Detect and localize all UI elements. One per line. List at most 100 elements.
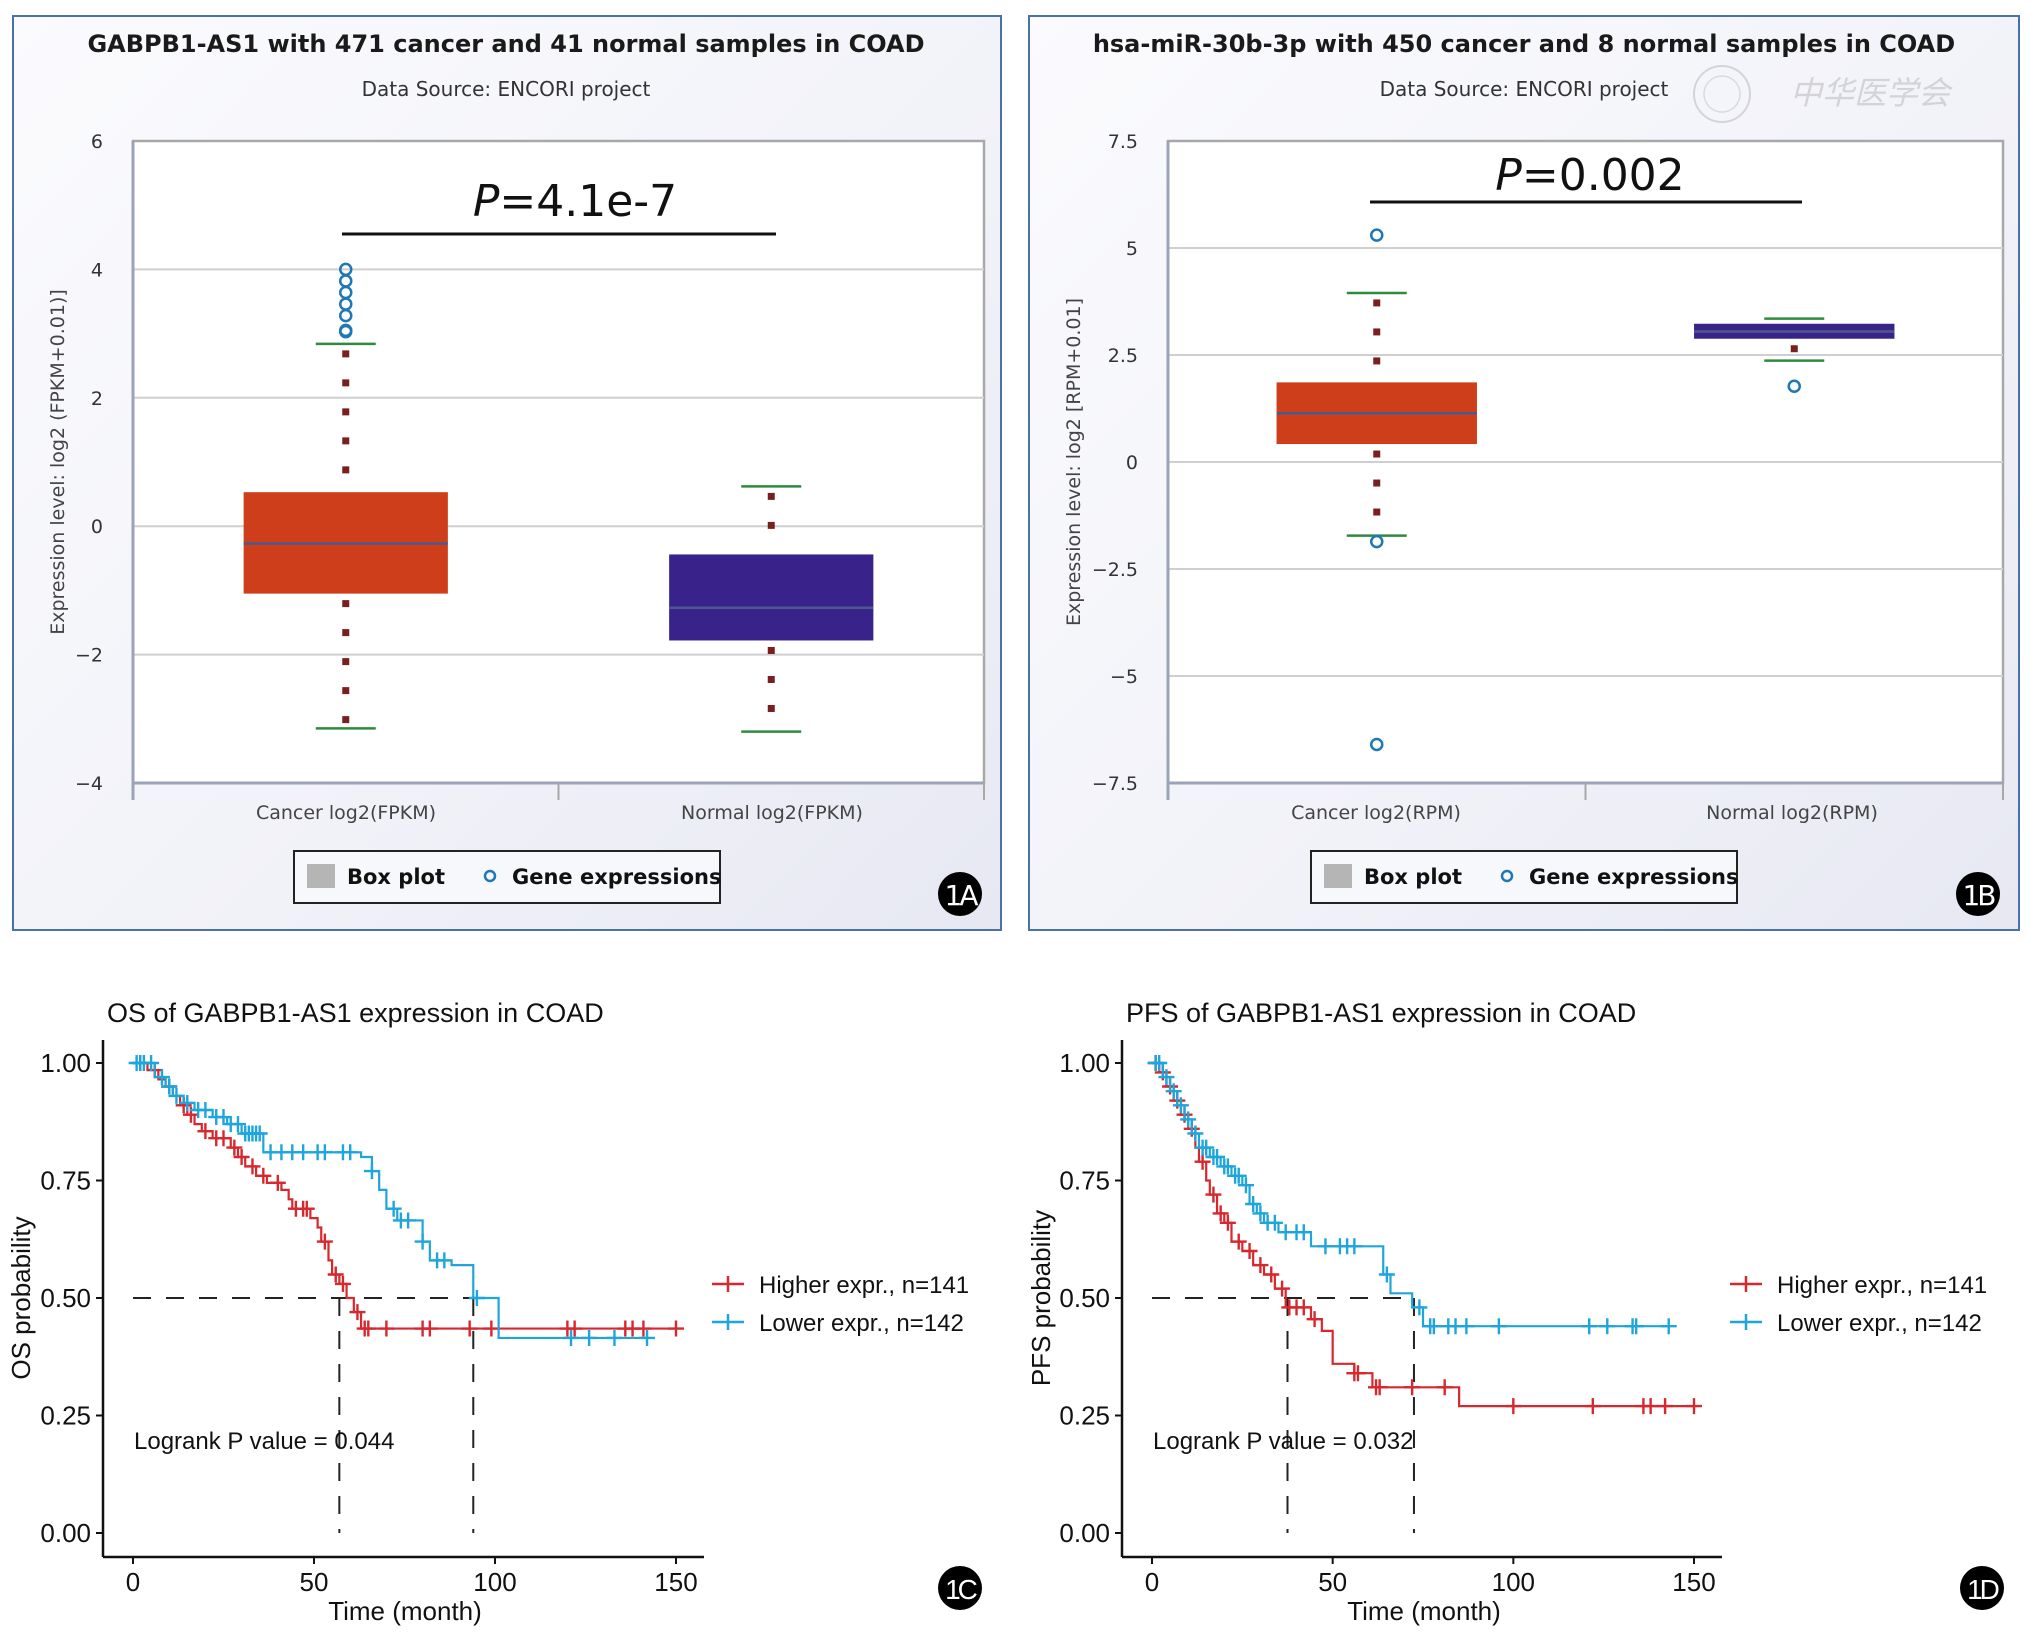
x-tick-label: 150 (654, 1567, 697, 1597)
svg-text:P=4.1e-7: P=4.1e-7 (473, 176, 677, 227)
censor-mark (1165, 1083, 1182, 1100)
chart-subtitle: Data Source: ENCORI project (362, 77, 651, 101)
p-value: =4.1e-7 (499, 176, 677, 227)
censor-mark (1198, 1139, 1215, 1156)
p-label: P (473, 176, 500, 227)
outlier-point (1370, 534, 1384, 549)
watermark: 中华医学会 (1693, 65, 1953, 123)
chart-title: PFS of GABPB1-AS1 expression in COAD (1126, 998, 1636, 1028)
censor-mark (668, 1320, 684, 1337)
x-category-label: Cancer log2(FPKM) (256, 802, 436, 824)
y-tick-label: 0 (91, 516, 103, 538)
whisker-dot (342, 379, 350, 387)
x-tick-label: 150 (1672, 1567, 1715, 1597)
censor-mark (1349, 1365, 1366, 1382)
censor-mark (363, 1163, 380, 1180)
outlier-point (339, 262, 353, 277)
censor-mark (566, 1320, 583, 1337)
censor-mark (251, 1125, 268, 1142)
legend-label: Box plot (347, 865, 445, 889)
censor-mark (1378, 1266, 1395, 1283)
censor-mark (385, 1200, 402, 1217)
y-tick-label: 0.50 (1059, 1283, 1110, 1313)
censor-mark (197, 1123, 214, 1140)
plot-area: 0.00 0.25 0.50 0.75 1.00 0 50 100 150 (1059, 1040, 1722, 1597)
legend-label: Box plot (1364, 865, 1462, 889)
svg-text:P=0.002: P=0.002 (1495, 150, 1684, 201)
censor-mark (1295, 1224, 1312, 1241)
whisker-dot (342, 466, 350, 474)
plot-background (131, 139, 986, 785)
censor-mark (1172, 1097, 1189, 1114)
censor-mark (316, 1144, 333, 1161)
censor-mark (215, 1130, 232, 1147)
censor-mark (1241, 1243, 1258, 1259)
censor-mark (1263, 1266, 1280, 1283)
x-tick-label: 100 (1492, 1567, 1535, 1597)
whisker-dot (767, 704, 775, 712)
censor-mark (1151, 1055, 1168, 1071)
whisker-dot (1790, 345, 1798, 353)
whisker-dot (342, 658, 350, 666)
y-axis-label: OS probability (6, 1216, 36, 1379)
legend-swatch-box (307, 864, 335, 888)
plot-area: −7.5 −5 −2.5 0 2.5 5 7.5 (1092, 131, 2005, 800)
x-axis-label: Time (month) (328, 1596, 482, 1626)
watermark-text: 中华医学会 (1790, 74, 1953, 112)
y-tick-label: 0 (1126, 452, 1138, 474)
p-value: =0.002 (1522, 150, 1685, 201)
survival-curve-lower (1152, 1061, 1669, 1328)
censor-mark (1187, 1125, 1204, 1142)
censor-mark (639, 1329, 656, 1346)
censor-mark (1505, 1398, 1522, 1415)
censor-mark (244, 1158, 261, 1175)
panel-label-text: 1A (945, 879, 979, 912)
censor-mark (269, 1174, 286, 1191)
panel-label: 1A (938, 872, 982, 916)
censor-mark (1209, 1149, 1226, 1165)
censor-mark (1599, 1318, 1616, 1335)
censor-mark (298, 1200, 315, 1217)
censor-mark (1458, 1318, 1475, 1335)
censor-mark (233, 1149, 250, 1165)
censor-mark (1490, 1318, 1507, 1335)
legend: Higher expr., n=141 Lower expr., n=142 (1730, 1272, 1987, 1337)
whisker-dot (1373, 450, 1381, 458)
censor-mark (1252, 1205, 1269, 1222)
censor-mark (1245, 1196, 1262, 1212)
censor-mark (1686, 1398, 1702, 1415)
whisker-dot (1373, 357, 1381, 365)
x-category-label: Normal log2(RPM) (1706, 802, 1878, 824)
censor-mark (255, 1167, 272, 1184)
x-axis-label: Time (month) (1347, 1596, 1501, 1626)
whisker-dot (342, 437, 350, 445)
censor-mark (197, 1102, 214, 1118)
whisker-dot (342, 408, 350, 416)
censor-mark (1252, 1257, 1269, 1274)
legend-label: Higher expr., n=141 (759, 1272, 969, 1299)
censor-mark (161, 1078, 178, 1095)
y-tick-label: 5 (1126, 238, 1138, 260)
y-tick-label: 4 (91, 259, 103, 281)
censor-mark (1266, 1214, 1283, 1231)
whisker-dot (342, 350, 350, 358)
censor-mark (635, 1320, 652, 1337)
panel-label-text: 1D (1967, 1574, 1999, 1605)
legend-swatch-circle (1500, 869, 1514, 883)
y-axis-label: Expression level: log2 (FPKM+0.01)] (47, 289, 69, 635)
logrank-annotation: Logrank P value = 0.032 (1153, 1428, 1413, 1455)
legend-swatch-box (1324, 864, 1352, 888)
censor-mark (400, 1212, 417, 1229)
censor-mark (1404, 1379, 1421, 1396)
box-normal (669, 554, 874, 641)
y-tick-label: 1.00 (40, 1048, 91, 1078)
censor-mark (1657, 1398, 1674, 1415)
y-tick-label: 0.00 (40, 1518, 91, 1548)
plot-area: −4 −2 0 2 4 6 (75, 131, 986, 800)
censor-mark (1205, 1186, 1222, 1203)
legend: Higher expr., n=141 Lower expr., n=142 (712, 1272, 969, 1337)
